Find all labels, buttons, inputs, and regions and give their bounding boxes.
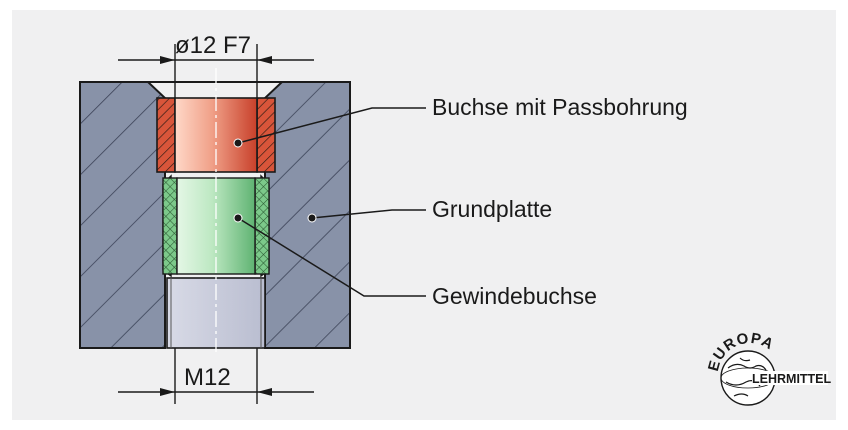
logo-bottom-text: LEHRMITTEL xyxy=(752,372,832,386)
label-threaded-bushing: Gewindebuchse xyxy=(432,285,597,308)
label-bushing: Buchse mit Passbohrung xyxy=(432,96,688,119)
europa-lehrmittel-logo: EUROPA LEHRMITTEL xyxy=(705,330,832,405)
bottom-dimension-label: M12 xyxy=(184,366,231,390)
label-base-plate: Grundplatte xyxy=(432,198,552,221)
top-dimension-label: ø12 F7 xyxy=(175,34,251,58)
